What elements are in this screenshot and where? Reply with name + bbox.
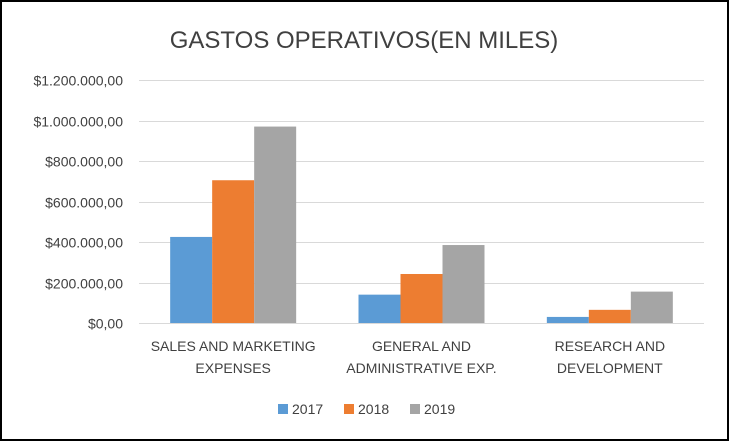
y-tick-label: $1.200.000,00 xyxy=(33,73,123,89)
x-axis-tick-labels: SALES AND MARKETING EXPENSES GENERAL AND AD… xyxy=(151,338,665,376)
legend-swatch-2018 xyxy=(344,404,354,414)
bar-2017 xyxy=(170,236,213,323)
bar-2019 xyxy=(442,245,485,323)
y-tick-label: $600.000,00 xyxy=(45,195,123,211)
y-tick-label: $800.000,00 xyxy=(45,154,123,170)
legend: 2017 2018 2019 xyxy=(278,401,455,417)
x-tick-label: DEVELOPMENT xyxy=(557,360,663,376)
bar-2019 xyxy=(254,126,297,323)
x-tick-label: EXPENSES xyxy=(195,360,270,376)
bar-2019 xyxy=(630,291,673,323)
bar-2018 xyxy=(400,273,443,323)
x-tick-label: ADMINISTRATIVE EXP. xyxy=(346,360,496,376)
legend-label-2017: 2017 xyxy=(292,401,323,417)
bar-2017 xyxy=(546,316,589,323)
bars xyxy=(170,126,673,323)
y-tick-label: $400.000,00 xyxy=(45,235,123,251)
x-tick-label: RESEARCH AND xyxy=(555,338,665,354)
y-tick-label: $0,00 xyxy=(88,316,123,332)
x-tick-label: GENERAL AND xyxy=(372,338,471,354)
y-tick-label: $200.000,00 xyxy=(45,276,123,292)
legend-swatch-2019 xyxy=(410,404,420,414)
chart-title: GASTOS OPERATIVOS(EN MILES) xyxy=(170,27,559,54)
legend-label-2018: 2018 xyxy=(358,401,389,417)
bar-2018 xyxy=(588,309,631,323)
legend-swatch-2017 xyxy=(278,404,288,414)
x-tick-label: SALES AND MARKETING xyxy=(151,338,316,354)
bar-2017 xyxy=(358,294,401,323)
y-axis-tick-labels: $0,00 $200.000,00 $400.000,00 $600.000,00 $8… xyxy=(33,73,123,332)
legend-label-2019: 2019 xyxy=(424,401,455,417)
bar-2018 xyxy=(212,180,255,323)
y-tick-label: $1.000.000,00 xyxy=(33,114,123,130)
